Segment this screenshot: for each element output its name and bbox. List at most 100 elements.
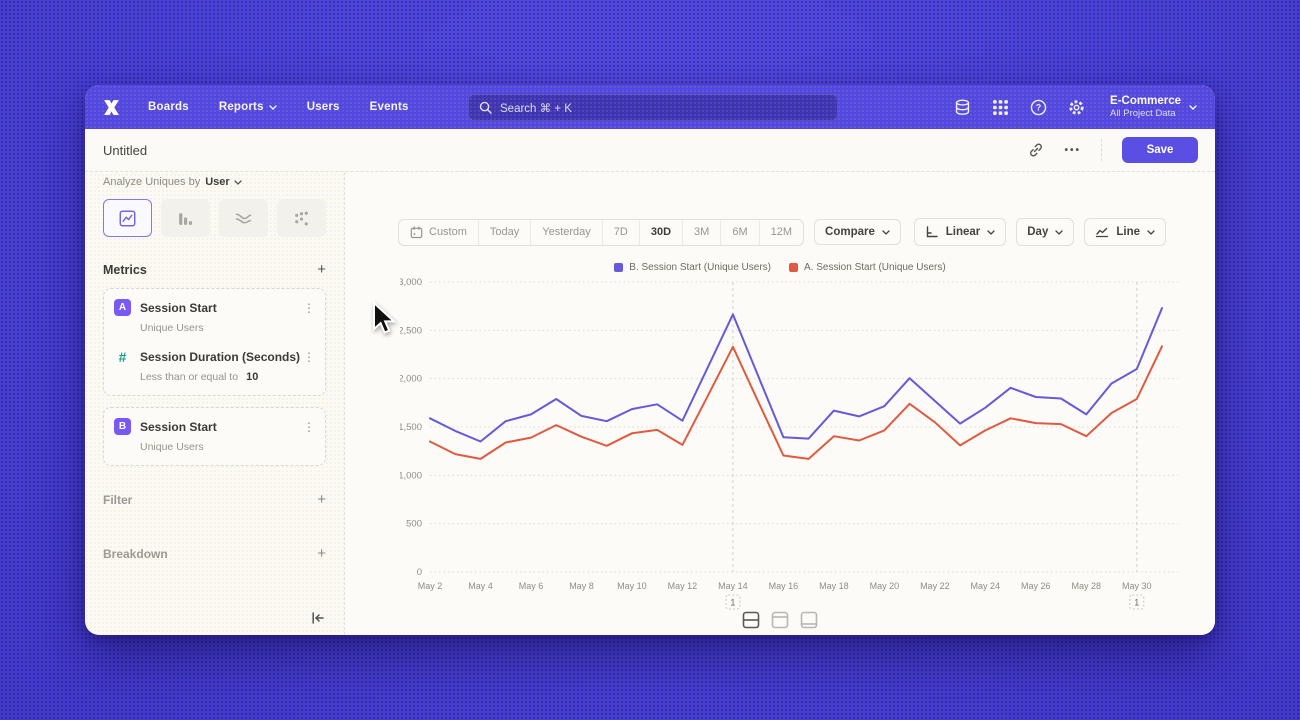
save-button[interactable]: Save bbox=[1122, 137, 1198, 163]
chart-panel: Custom Today Yesterday 7D 30D 3M 6M 12M … bbox=[345, 172, 1215, 635]
svg-text:May 6: May 6 bbox=[519, 581, 544, 591]
metric-aggregation[interactable]: Unique Users bbox=[140, 322, 204, 334]
query-builder-sidebar: Analyze Uniques by User bbox=[85, 172, 345, 635]
divider bbox=[1101, 139, 1102, 161]
range-6m-button[interactable]: 6M bbox=[721, 219, 760, 245]
metric-event-name[interactable]: Session Start bbox=[140, 419, 217, 434]
nav-item-boards[interactable]: Boards bbox=[148, 101, 189, 113]
range-today-button[interactable]: Today bbox=[479, 219, 532, 245]
settings-gear-icon[interactable] bbox=[1068, 99, 1085, 116]
project-name: E-Commerce bbox=[1110, 94, 1181, 107]
chart-type-line-button[interactable] bbox=[103, 199, 152, 237]
scale-dropdown[interactable]: Linear bbox=[913, 218, 1007, 246]
apps-grid-icon[interactable] bbox=[992, 99, 1009, 116]
metric-menu-icon[interactable]: ⋮ bbox=[303, 300, 315, 315]
metric-card-b[interactable]: B Session Start ⋮ Unique Users bbox=[103, 407, 326, 466]
add-filter-button[interactable]: + bbox=[317, 491, 326, 508]
collapse-sidebar-icon[interactable] bbox=[310, 610, 326, 626]
report-title[interactable]: Untitled bbox=[103, 142, 148, 158]
linear-axis-icon bbox=[926, 226, 938, 238]
metric-property-name[interactable]: Session Duration (Seconds) bbox=[140, 349, 301, 364]
metric-aggregation[interactable]: Unique Users bbox=[140, 441, 204, 453]
metric-filter-condition[interactable]: Less than or equal to 10 bbox=[140, 371, 259, 383]
layout-full-icon[interactable] bbox=[800, 611, 818, 629]
range-yesterday-button[interactable]: Yesterday bbox=[531, 219, 603, 245]
svg-text:May 24: May 24 bbox=[971, 581, 1001, 591]
range-7d-button[interactable]: 7D bbox=[603, 219, 640, 245]
svg-text:May 30: May 30 bbox=[1122, 581, 1152, 591]
chart-type-switcher bbox=[103, 199, 326, 237]
svg-text:1,500: 1,500 bbox=[400, 422, 422, 433]
metrics-section-header: Metrics + bbox=[103, 262, 326, 277]
metric-badge-a: A bbox=[114, 299, 131, 316]
more-options-button[interactable]: ••• bbox=[1064, 144, 1081, 156]
metric-badge-b: B bbox=[114, 418, 131, 435]
breakdown-label: Breakdown bbox=[103, 546, 168, 561]
line-style-icon bbox=[1096, 227, 1109, 238]
chart-type-bar-button[interactable] bbox=[161, 199, 210, 237]
bar-chart-icon bbox=[179, 212, 193, 225]
nav-item-events[interactable]: Events bbox=[369, 101, 409, 113]
numeric-property-icon: # bbox=[118, 348, 127, 365]
layout-top-icon[interactable] bbox=[771, 611, 789, 629]
legend-item-a[interactable]: A. Session Start (Unique Users) bbox=[789, 262, 946, 273]
svg-text:May 2: May 2 bbox=[418, 581, 443, 591]
svg-text:0: 0 bbox=[417, 567, 422, 578]
filter-section: Filter + bbox=[103, 492, 326, 507]
svg-text:May 4: May 4 bbox=[468, 581, 493, 591]
chevron-down-icon bbox=[1055, 229, 1064, 235]
metric-menu-icon[interactable]: ⋮ bbox=[303, 419, 315, 434]
chart-legend: B. Session Start (Unique Users) A. Sessi… bbox=[345, 262, 1215, 273]
add-breakdown-button[interactable]: + bbox=[317, 545, 326, 562]
chevron-down-icon bbox=[1189, 104, 1197, 110]
analyze-entity-dropdown[interactable]: User bbox=[205, 176, 242, 188]
chart-style-dropdown[interactable]: Line bbox=[1084, 218, 1166, 246]
svg-text:May 20: May 20 bbox=[870, 581, 900, 591]
svg-text:1,000: 1,000 bbox=[400, 470, 422, 481]
svg-text:1: 1 bbox=[1134, 598, 1139, 608]
nav-item-reports[interactable]: Reports bbox=[219, 101, 277, 113]
date-range-selector: Custom Today Yesterday 7D 30D 3M 6M 12M bbox=[398, 218, 805, 246]
panel-layout-switcher bbox=[345, 611, 1215, 629]
metric-event-name[interactable]: Session Start bbox=[140, 300, 217, 315]
svg-text:May 26: May 26 bbox=[1021, 581, 1051, 591]
share-link-icon[interactable] bbox=[1028, 142, 1044, 158]
mixpanel-logo-icon[interactable] bbox=[103, 99, 120, 116]
add-metric-button[interactable]: + bbox=[317, 261, 326, 278]
chart-type-scatter-button[interactable] bbox=[277, 199, 326, 237]
chevron-down-icon bbox=[882, 229, 890, 235]
project-selector[interactable]: E-Commerce All Project Data bbox=[1106, 94, 1197, 120]
range-custom-button[interactable]: Custom bbox=[399, 219, 479, 245]
search-placeholder: Search ⌘ + K bbox=[500, 102, 572, 115]
legend-item-b[interactable]: B. Session Start (Unique Users) bbox=[614, 262, 771, 273]
chevron-down-icon bbox=[234, 179, 242, 185]
metrics-header-label: Metrics bbox=[103, 262, 147, 277]
compare-dropdown[interactable]: Compare bbox=[814, 219, 901, 245]
legend-swatch bbox=[614, 263, 624, 272]
project-subtitle: All Project Data bbox=[1110, 108, 1176, 120]
range-30d-button[interactable]: 30D bbox=[640, 219, 684, 245]
svg-text:1: 1 bbox=[730, 598, 735, 608]
metric-menu-icon[interactable]: ⋮ bbox=[303, 349, 315, 364]
top-nav: Boards Reports Users Events Search ⌘ + K bbox=[85, 85, 1215, 129]
data-management-icon[interactable] bbox=[954, 99, 971, 116]
svg-text:May 12: May 12 bbox=[668, 581, 698, 591]
chart-type-flow-button[interactable] bbox=[219, 199, 268, 237]
svg-text:May 10: May 10 bbox=[617, 581, 647, 591]
range-12m-button[interactable]: 12M bbox=[770, 226, 793, 238]
help-icon[interactable]: ? bbox=[1030, 99, 1047, 116]
search-icon bbox=[479, 101, 492, 114]
search-input[interactable]: Search ⌘ + K bbox=[468, 94, 838, 121]
metric-card-a[interactable]: A Session Start ⋮ Unique Users # Session… bbox=[103, 288, 326, 396]
chevron-down-icon bbox=[1147, 229, 1155, 235]
line-chart-icon bbox=[119, 210, 136, 226]
range-3m-button[interactable]: 3M bbox=[683, 219, 722, 245]
chevron-down-icon bbox=[268, 104, 277, 110]
nav-item-users[interactable]: Users bbox=[306, 101, 340, 113]
layout-split-icon[interactable] bbox=[742, 611, 760, 629]
interval-dropdown[interactable]: Day bbox=[1016, 218, 1075, 246]
report-titlebar: Untitled ••• Save bbox=[85, 129, 1215, 172]
line-chart[interactable]: 0 500 1,000 1,500 2,000 2,500 3,000 May 2 May 4 M… bbox=[398, 274, 1212, 621]
svg-text:500: 500 bbox=[406, 519, 422, 530]
metric-row: A Session Start ⋮ bbox=[114, 299, 315, 316]
